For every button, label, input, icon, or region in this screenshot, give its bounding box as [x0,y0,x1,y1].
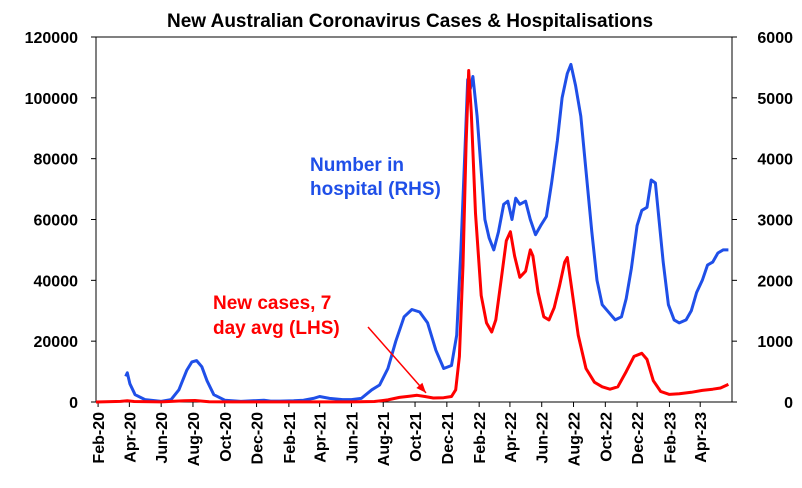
x-tick-label: Aug-20 [186,412,203,466]
x-tick-label: Jun-20 [154,412,171,464]
x-tick-label: Dec-22 [630,412,647,465]
hospital-label-line-2: hospital (RHS) [310,179,441,200]
hospital-label-line-1: Number in [310,155,404,176]
y-right-tick-label: 6000 [757,30,793,47]
y-right-tick-label: 4000 [757,152,793,169]
cases-series-line [95,69,730,404]
x-tick-label: Oct-22 [598,412,615,462]
x-tick-label: Jun-21 [344,412,361,464]
x-tick-label: Apr-22 [503,412,520,463]
series-layer [95,62,730,404]
x-tick-label: Dec-20 [250,412,267,465]
y-left-tick-label: 40000 [34,273,79,290]
y-left-tick-label: 120000 [25,30,78,47]
y-axis-left-ticks: 0 20000 40000 60000 80000 100000 120000 [25,30,96,412]
y-right-tick-label: 0 [784,395,793,412]
x-tick-label: Feb-22 [472,412,489,464]
y-axis-right-ticks: 0 1000 2000 3000 4000 5000 6000 [732,30,793,412]
x-tick-label: Feb-21 [282,412,299,464]
cases-label-line-2: day avg (LHS) [213,318,340,339]
x-tick-label: Feb-23 [662,412,679,464]
x-tick-label: Apr-21 [313,412,330,463]
y-left-tick-label: 60000 [34,213,79,230]
x-tick-label: Dec-21 [440,412,457,465]
cases-label-line-1: New cases, 7 [213,293,331,314]
y-left-tick-label: 0 [69,395,78,412]
x-tick-label: Aug-21 [376,412,393,466]
y-right-tick-label: 1000 [757,334,793,351]
cases-annotation-arrowhead [416,382,426,393]
y-right-tick-label: 3000 [757,213,793,230]
y-left-tick-label: 80000 [34,152,79,169]
cases-annotation-arrow [367,326,427,394]
y-left-tick-label: 20000 [34,334,79,351]
x-tick-label: Aug-22 [567,412,584,466]
x-tick-label: Feb-20 [91,412,108,464]
x-tick-label: Oct-20 [218,412,235,462]
x-tick-label: Jun-22 [535,412,552,464]
x-tick-label: Apr-23 [693,412,710,463]
x-tick-label: Oct-21 [408,412,425,462]
x-axis-ticks: Feb-20 Apr-20 Jun-20 Aug-20 Oct-20 Dec-20 Feb-… [91,402,710,466]
chart-title: New Australian Coronavirus Cases & Hospi… [167,11,653,32]
x-tick-label: Apr-20 [122,412,139,463]
y-left-tick-label: 100000 [25,91,78,108]
y-right-tick-label: 5000 [757,91,793,108]
y-right-tick-label: 2000 [757,273,793,290]
